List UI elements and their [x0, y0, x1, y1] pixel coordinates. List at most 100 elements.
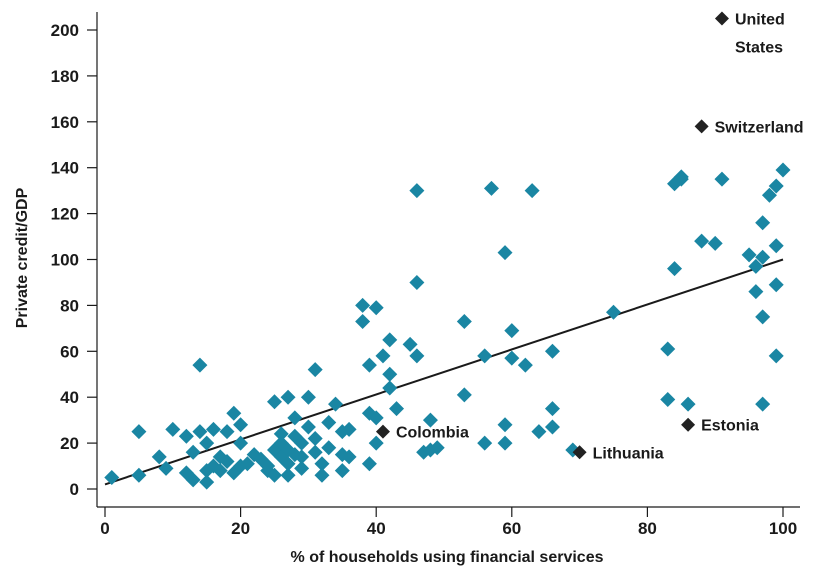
data-point	[355, 313, 371, 329]
data-point	[287, 410, 303, 426]
data-point	[544, 419, 560, 435]
data-point	[178, 428, 194, 444]
data-point	[667, 261, 683, 277]
data-point	[409, 348, 425, 364]
data-point	[185, 444, 201, 460]
data-point	[422, 412, 438, 428]
data-point	[273, 426, 289, 442]
data-point	[504, 323, 520, 339]
data-point	[606, 304, 621, 320]
data-point	[300, 389, 316, 405]
x-tick-label: 80	[638, 519, 657, 538]
y-tick-label: 140	[51, 159, 79, 178]
data-point	[280, 389, 296, 405]
data-point	[368, 435, 384, 451]
data-point	[707, 235, 723, 251]
point-annotation: Lithuania	[593, 445, 664, 462]
data-point	[307, 431, 323, 447]
y-tick-label: 200	[51, 21, 79, 40]
data-point	[694, 233, 710, 249]
data-point	[205, 421, 221, 437]
data-point	[477, 348, 493, 364]
data-point	[375, 348, 391, 364]
data-point	[260, 458, 276, 474]
data-point	[219, 424, 235, 440]
highlight-points: United States Switzerland Estonia Colombia Li…	[375, 11, 804, 462]
data-point	[328, 396, 344, 412]
data-point	[382, 366, 398, 382]
y-tick-label: 20	[60, 434, 79, 453]
data-point	[307, 362, 323, 378]
data-point	[660, 391, 676, 407]
point-annotation: Colombia	[396, 425, 469, 442]
data-point	[402, 336, 418, 352]
data-point	[768, 348, 784, 364]
data-point	[300, 419, 316, 435]
highlight-point	[375, 424, 390, 439]
data-point	[382, 332, 398, 348]
y-tick-label: 60	[60, 342, 79, 361]
data-point	[497, 245, 513, 261]
data-point	[314, 467, 330, 483]
y-tick-label: 160	[51, 113, 79, 132]
point-annotation: United States	[735, 12, 785, 57]
data-point	[267, 394, 282, 410]
data-point	[131, 424, 147, 440]
data-point	[389, 401, 405, 417]
highlight-point	[572, 445, 587, 460]
data-point	[355, 297, 371, 313]
data-point	[131, 467, 147, 483]
data-point	[761, 187, 777, 203]
y-tick-label: 120	[51, 205, 79, 224]
data-point	[517, 357, 533, 373]
data-point	[233, 435, 249, 451]
point-annotation: Switzerland	[715, 119, 804, 136]
data-point	[192, 357, 208, 373]
data-point	[409, 183, 425, 199]
data-point	[768, 238, 784, 254]
data-point	[341, 421, 357, 437]
data-point	[768, 178, 784, 194]
data-point	[544, 343, 560, 359]
data-point	[199, 474, 215, 490]
data-point	[294, 460, 310, 476]
data-point	[104, 470, 120, 486]
x-axis-label: % of households using financial services	[291, 549, 604, 566]
x-tick-label: 40	[367, 519, 386, 538]
point-annotation: Estonia	[701, 418, 759, 435]
data-point	[429, 440, 445, 456]
data-point	[456, 387, 472, 403]
data-point	[226, 405, 242, 421]
y-tick-label: 100	[51, 251, 79, 270]
data-point	[267, 467, 282, 483]
data-point	[192, 424, 208, 440]
data-point	[755, 215, 771, 231]
trendline-group	[104, 258, 784, 486]
y-tick-label: 40	[60, 388, 79, 407]
data-point	[755, 309, 771, 325]
data-point	[314, 456, 330, 472]
data-point	[280, 467, 296, 483]
data-point	[755, 396, 771, 412]
data-point	[361, 456, 377, 472]
data-point	[544, 401, 560, 417]
data-point	[233, 417, 249, 433]
data-point	[334, 463, 350, 479]
data-point	[531, 424, 547, 440]
data-point	[294, 435, 310, 451]
data-point	[361, 357, 377, 373]
data-point	[680, 396, 696, 412]
data-points	[104, 162, 791, 490]
data-point	[456, 313, 472, 329]
x-tick-label: 100	[769, 519, 797, 538]
data-point	[524, 183, 540, 199]
data-point	[504, 350, 520, 366]
data-point	[185, 472, 201, 488]
data-point	[294, 449, 310, 465]
y-axis-label: Private credit/GDP	[14, 187, 31, 328]
data-point	[714, 171, 730, 187]
data-point	[775, 162, 791, 178]
data-point	[165, 421, 181, 437]
data-point	[239, 456, 255, 472]
axes: 0 20 40 60 80 100 120 140 160 180 200 0 20 40 60 80 100	[51, 12, 800, 538]
